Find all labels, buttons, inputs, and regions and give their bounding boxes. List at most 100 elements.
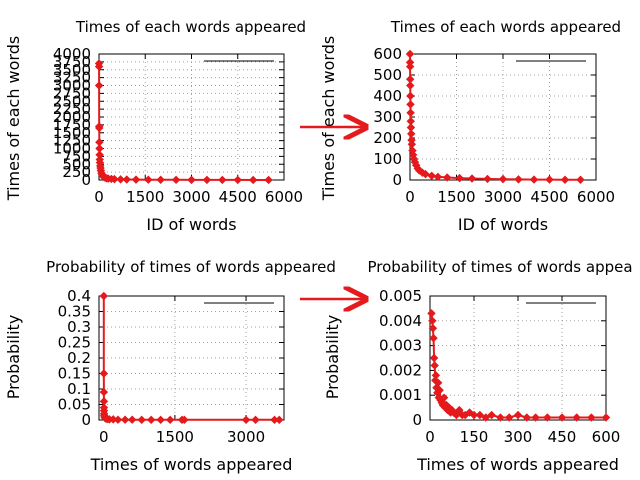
chart4-point-42	[601, 413, 611, 422]
chart1-ytick-label-5: 1250	[53, 132, 91, 150]
chart1-xtick-label-1: 1500	[126, 188, 164, 206]
chart1-point-33	[264, 175, 273, 185]
chart1-point-32	[248, 175, 258, 185]
chart2-point-22	[427, 171, 436, 181]
chart3-ytick-label-7: 0.35	[58, 303, 91, 321]
chart4-ylabel: Probability	[323, 315, 342, 400]
chart1-point-22	[116, 175, 125, 184]
chart4-point-0	[427, 309, 436, 318]
chart2-point-25	[455, 173, 464, 183]
chart2-ytick-label-6: 600	[373, 45, 402, 63]
chart3-point-21	[165, 415, 175, 425]
chart4-point-4	[429, 353, 439, 363]
chart3-title: Probability of times of words appeared	[46, 258, 336, 276]
chart1-point-26	[156, 175, 165, 184]
chart1-ylabel: Times of each words	[4, 36, 23, 201]
chart3-point-24	[241, 415, 251, 425]
chart4-title: Probability of times of words appea	[367, 258, 632, 276]
chart4-point-3	[429, 333, 438, 343]
chart4-point-25	[455, 405, 464, 415]
chart4-xtick-label-0: 0	[425, 428, 435, 446]
chart1-series-line	[98, 63, 269, 181]
chart4-point-1	[428, 316, 437, 326]
chart4-point-24	[452, 410, 461, 420]
chart2-point-30	[529, 175, 539, 184]
chart2-point-21	[421, 169, 430, 179]
chart4-point-29	[469, 410, 479, 420]
chart1-point-23	[122, 175, 131, 184]
chart4-point-38	[543, 413, 552, 422]
chart4-point-40	[572, 413, 581, 422]
chart1-ytick-label-3: 750	[62, 147, 91, 165]
chart1-ytick-label-1: 250	[62, 163, 91, 181]
chart3-ylabel: Probability	[4, 315, 23, 400]
chart2-point-26	[467, 174, 477, 183]
chart4-xlabel: Times of words appeared	[416, 455, 619, 474]
chart1-point-28	[187, 175, 196, 185]
chart3-ytick-label-1: 0.05	[58, 396, 91, 414]
chart1-xlabel: ID of words	[146, 215, 236, 234]
chart4-point-39	[557, 413, 567, 422]
chart2-point-28	[498, 174, 508, 184]
chart1-point-31	[233, 175, 242, 185]
chart3-point-16	[120, 415, 130, 424]
chart3-ytick-label-8: 0.4	[67, 287, 91, 305]
chart4-ytick-label-4: 0.004	[379, 312, 422, 330]
chart3-ytick-label-5: 0.25	[58, 334, 91, 352]
chart1-point-27	[171, 175, 181, 185]
chart3-xtick-label-2: 3000	[227, 428, 265, 446]
chart3-point-0	[99, 291, 108, 301]
chart4-point-33	[496, 413, 505, 422]
chart4-point-2	[428, 324, 438, 333]
chart1-ytick-label-14: 3500	[53, 61, 91, 79]
chart4-frame	[429, 295, 607, 421]
chart1-ytick-label-7: 1750	[53, 116, 91, 134]
chart1-xtick-label-4: 6000	[265, 188, 303, 206]
chart4-point-31	[481, 413, 490, 422]
chart4-xtick-label-2: 300	[504, 428, 533, 446]
chart4-xtick-label-4: 600	[592, 428, 621, 446]
chart3-xtick-label-0: 0	[99, 428, 109, 446]
chart4-point-36	[522, 413, 532, 422]
chart2-point-6	[406, 100, 415, 109]
chart4-series-line	[430, 313, 606, 419]
chart3-point-2	[99, 387, 109, 397]
chart3-ytick-label-4: 0.2	[67, 349, 91, 367]
chart3-point-19	[146, 415, 156, 425]
chart1-point-2	[94, 81, 104, 90]
chart3-point-27	[275, 415, 284, 425]
chart2-ylabel: Times of each words	[319, 36, 338, 201]
chart2-point-0	[405, 49, 415, 59]
chart1-xtick-label-2: 3000	[172, 188, 210, 206]
chart2-ytick-label-3: 300	[373, 108, 402, 126]
chart2-ytick-label-0: 0	[392, 171, 402, 189]
chart2-xtick-label-2: 3000	[484, 188, 522, 206]
chart4-point-41	[587, 413, 596, 422]
chart4-ytick-label-0: 0	[412, 411, 422, 429]
chart1-point-30	[218, 175, 227, 185]
chart1-point-25	[144, 175, 153, 184]
chart1-ytick-label-15: 3750	[53, 53, 91, 71]
chart1-ytick-label-16: 4000	[53, 45, 91, 63]
chart2-point-7	[406, 108, 415, 118]
chart2-point-24	[442, 173, 452, 182]
chart3-point-1	[99, 369, 109, 378]
chart4-ytick-label-3: 0.003	[379, 337, 422, 355]
chart1-ytick-label-12: 3000	[53, 77, 91, 95]
chart1-point-1	[94, 62, 104, 71]
chart4-xtick-label-3: 450	[548, 428, 577, 446]
chart3-point-23	[180, 415, 189, 425]
chart3-ytick-label-6: 0.3	[67, 318, 91, 336]
chart1-point-24	[131, 175, 141, 184]
chart1-point-21	[110, 174, 119, 184]
chart4-ytick-label-5: 0.005	[379, 287, 422, 305]
chart1-ytick-label-11: 2750	[53, 84, 91, 102]
chart2-xtick-label-3: 4500	[530, 188, 568, 206]
chart2-xtick-label-4: 6000	[577, 188, 615, 206]
chart2-point-4	[406, 81, 415, 90]
chart2-point-29	[514, 175, 523, 184]
chart4-point-7	[431, 371, 441, 380]
chart4-point-34	[504, 413, 514, 422]
chart4-point-32	[487, 410, 496, 420]
